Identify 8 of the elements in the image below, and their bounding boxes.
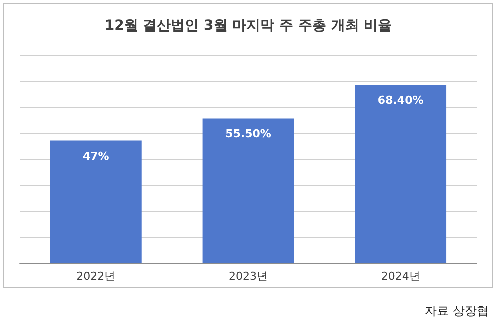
data-label: 68.40% [378,94,424,108]
chart-title: 12월 결산법인 3월 마지막 주 주총 개최 비율 [104,18,392,34]
data-label: 47% [82,150,110,163]
data-label: 55.50% [226,128,272,141]
x-tick-label: 2024년 [381,270,420,283]
text: 자료 상장협 [425,304,490,318]
x-tick-label: 2022년 [76,270,116,283]
x-tick-label: 2023년 [229,270,268,283]
